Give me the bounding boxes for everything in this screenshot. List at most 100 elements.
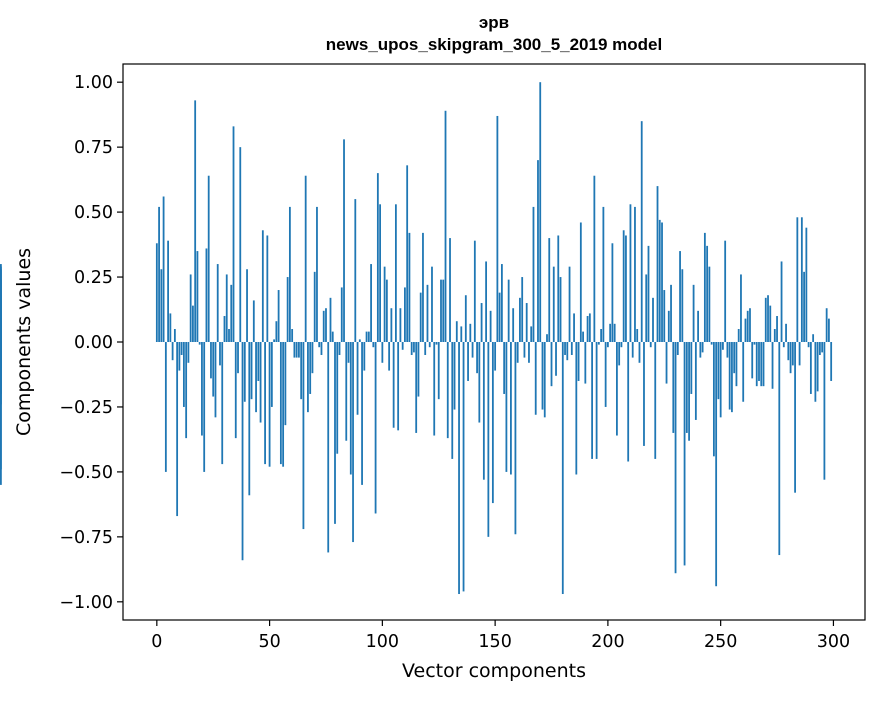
bar: [320, 342, 323, 355]
bar: [510, 342, 512, 475]
bar: [331, 331, 334, 342]
bar: [288, 206, 291, 342]
bar: [286, 277, 289, 342]
bar: [771, 342, 774, 389]
bar: [383, 266, 386, 342]
bar: [690, 342, 693, 394]
bar: [212, 342, 215, 397]
bar: [530, 326, 533, 342]
bar: [298, 342, 300, 358]
bar: [248, 342, 251, 496]
bar: [356, 342, 359, 415]
bar: [588, 313, 591, 342]
bar: [0, 266, 2, 342]
bar: [485, 261, 487, 342]
bar: [828, 318, 830, 342]
bar: [767, 295, 769, 342]
bar: [408, 232, 411, 342]
bar: [194, 100, 197, 343]
bar: [458, 342, 460, 595]
bar: [327, 342, 330, 553]
bar: [203, 342, 206, 472]
bar: [176, 342, 179, 517]
bar: [410, 342, 413, 355]
bar: [785, 323, 787, 342]
bar: [616, 342, 618, 436]
bar: [593, 175, 596, 342]
bar: [476, 342, 478, 374]
chart-subtitle: news_upos_skipgram_300_5_2019 model: [326, 35, 662, 54]
y-tick-label: 0.75: [74, 138, 113, 158]
bar: [187, 342, 190, 363]
bar: [712, 342, 715, 457]
bar: [376, 173, 379, 342]
bar: [201, 342, 203, 436]
y-tick-label: 0.50: [74, 203, 113, 223]
bar: [555, 342, 557, 376]
y-tick-label: 0.00: [74, 333, 113, 353]
bar: [604, 342, 607, 407]
bar: [471, 342, 474, 358]
bar: [318, 342, 321, 348]
bar: [266, 235, 269, 342]
bar: [316, 206, 318, 342]
bar: [719, 342, 722, 418]
bar: [701, 342, 704, 353]
bar: [647, 245, 650, 342]
bar: [579, 222, 582, 342]
bar: [340, 287, 343, 342]
bar: [503, 342, 506, 394]
bar: [654, 342, 657, 459]
bar: [640, 121, 643, 342]
bar: [385, 279, 388, 342]
bar: [437, 342, 440, 400]
bar: [239, 147, 242, 342]
bar: [392, 342, 395, 428]
bar: [431, 266, 433, 342]
bar: [300, 342, 303, 400]
bar: [715, 342, 718, 587]
y-tick-label: −1.00: [59, 593, 113, 613]
bar: [620, 342, 623, 348]
bar: [557, 235, 560, 342]
bar: [401, 342, 404, 350]
bar: [338, 342, 341, 355]
y-tick-label: 1.00: [74, 73, 113, 93]
bar: [636, 329, 639, 342]
bar: [415, 342, 418, 433]
bar: [744, 318, 747, 342]
bar: [374, 342, 377, 514]
bar: [512, 308, 515, 342]
bar: [225, 274, 228, 342]
bar: [611, 243, 614, 342]
bar: [496, 115, 499, 343]
y-tick-label: −0.25: [59, 398, 113, 418]
bar: [390, 308, 393, 342]
bar: [230, 284, 233, 342]
bar: [370, 264, 372, 342]
bar: [577, 342, 580, 381]
bar: [302, 342, 305, 530]
bar: [345, 342, 348, 441]
bar: [198, 342, 201, 345]
bar: [525, 303, 528, 342]
y-axis-label: Components values: [13, 248, 35, 436]
bar: [367, 331, 370, 342]
bar: [737, 329, 740, 342]
bar: [613, 323, 616, 342]
bar: [214, 342, 217, 418]
bar: [205, 248, 208, 342]
bar: [365, 331, 368, 342]
bar: [259, 342, 262, 423]
bar: [755, 342, 758, 387]
bar: [800, 217, 803, 342]
bar: [758, 342, 760, 381]
bar: [219, 342, 221, 366]
bar: [803, 271, 805, 342]
bar: [746, 310, 749, 342]
x-axis-label: Vector components: [402, 660, 586, 682]
bar: [685, 342, 688, 433]
bar: [514, 342, 517, 535]
bar: [634, 206, 636, 342]
